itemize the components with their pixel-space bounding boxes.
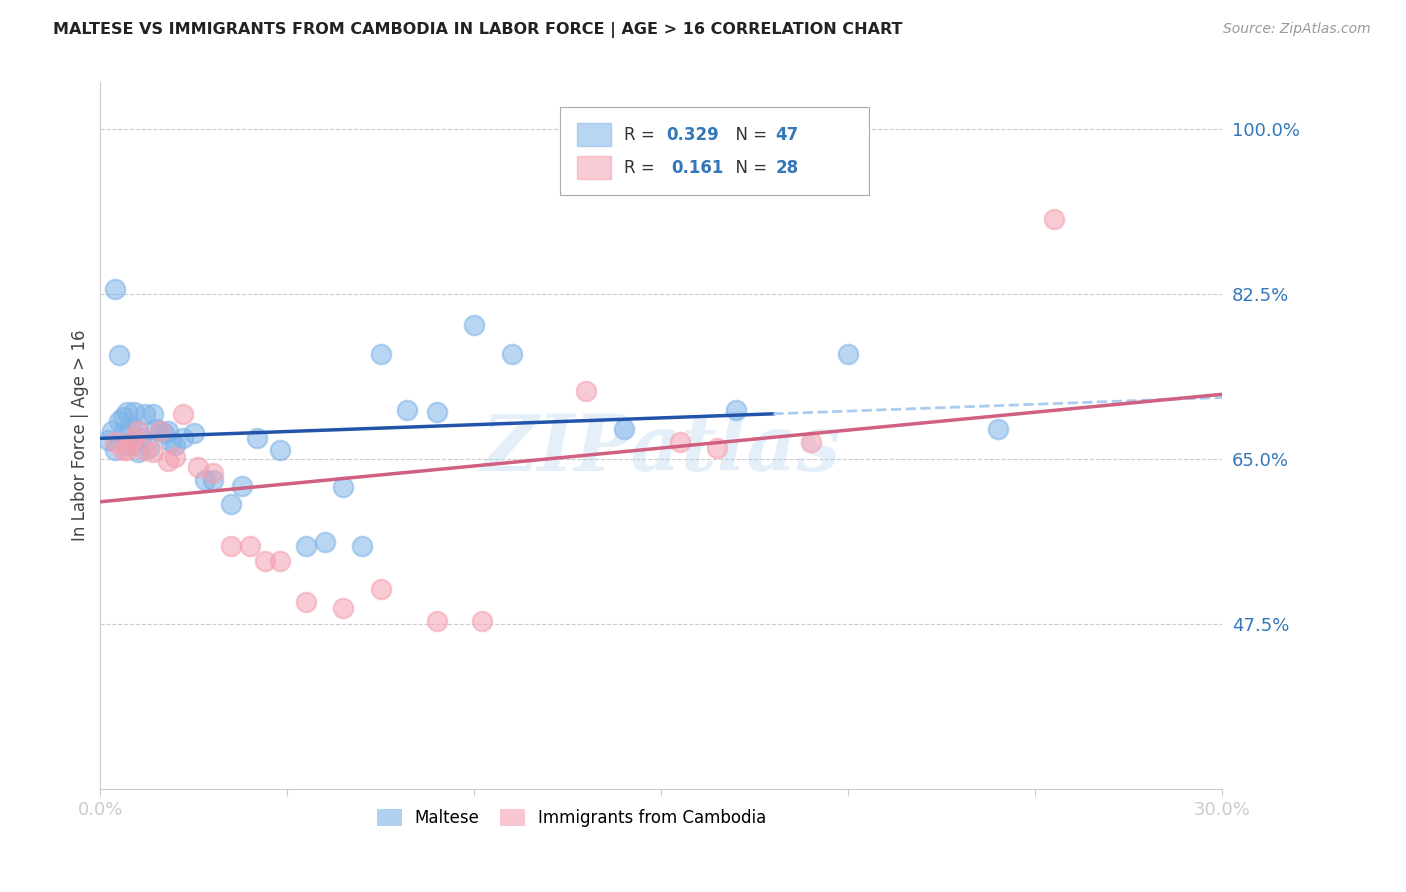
Point — [219, 539, 242, 553]
Point — [395, 403, 418, 417]
Text: ZIPatlas: ZIPatlas — [481, 411, 841, 488]
Bar — [576, 156, 610, 178]
Point — [575, 384, 598, 399]
Bar — [576, 123, 610, 145]
Point — [194, 473, 217, 487]
Point — [156, 454, 179, 468]
Point — [1042, 211, 1064, 226]
Point — [187, 459, 209, 474]
Point — [987, 422, 1010, 436]
Point — [253, 554, 276, 568]
Point — [501, 346, 523, 360]
Point — [131, 431, 153, 445]
Point — [111, 425, 134, 440]
Point — [142, 407, 165, 421]
Point — [122, 431, 145, 445]
Text: 0.329: 0.329 — [666, 126, 720, 144]
Point — [837, 346, 859, 360]
Text: 47: 47 — [776, 126, 799, 144]
Point — [111, 442, 134, 457]
Point — [463, 318, 485, 333]
Point — [115, 442, 138, 457]
Point — [122, 405, 145, 419]
Point — [426, 615, 449, 629]
Point — [269, 554, 291, 568]
Point — [104, 435, 127, 450]
Text: Source: ZipAtlas.com: Source: ZipAtlas.com — [1223, 22, 1371, 37]
Point — [149, 424, 172, 438]
Point — [350, 539, 373, 553]
Text: 28: 28 — [776, 159, 799, 178]
Point — [138, 441, 160, 455]
Text: MALTESE VS IMMIGRANTS FROM CAMBODIA IN LABOR FORCE | AGE > 16 CORRELATION CHART: MALTESE VS IMMIGRANTS FROM CAMBODIA IN L… — [53, 22, 903, 38]
Text: N =: N = — [725, 126, 772, 144]
Point — [370, 346, 392, 360]
Point — [142, 444, 165, 458]
Point — [246, 431, 269, 445]
Legend: Maltese, Immigrants from Cambodia: Maltese, Immigrants from Cambodia — [370, 803, 773, 834]
Point — [115, 438, 138, 452]
Point — [231, 478, 253, 492]
Point — [104, 282, 127, 296]
Point — [370, 582, 392, 597]
Point — [160, 435, 183, 450]
Point — [156, 424, 179, 438]
Point — [145, 422, 167, 436]
Point — [111, 409, 134, 424]
Point — [706, 441, 728, 455]
Point — [239, 539, 262, 553]
Point — [172, 407, 194, 421]
Point — [669, 435, 692, 450]
Point — [134, 442, 156, 457]
Y-axis label: In Labor Force | Age > 16: In Labor Force | Age > 16 — [72, 330, 89, 541]
Point — [332, 601, 354, 615]
Point — [172, 431, 194, 445]
Point — [108, 414, 131, 428]
Point — [120, 419, 142, 434]
Point — [471, 615, 494, 629]
Point — [104, 442, 127, 457]
Point — [332, 480, 354, 494]
Point — [120, 438, 142, 452]
Point — [201, 467, 224, 481]
Point — [149, 424, 172, 438]
Point — [165, 450, 187, 465]
Point — [134, 407, 156, 421]
Point — [724, 403, 747, 417]
Point — [97, 434, 120, 448]
Point — [426, 405, 449, 419]
Point — [269, 442, 291, 457]
Text: R =: R = — [624, 159, 665, 178]
Point — [127, 444, 149, 458]
Point — [115, 405, 138, 419]
Point — [201, 473, 224, 487]
FancyBboxPatch shape — [560, 107, 869, 195]
Point — [314, 535, 336, 549]
Point — [800, 435, 823, 450]
Point — [183, 425, 205, 440]
Point — [108, 348, 131, 362]
Point — [219, 497, 242, 511]
Text: R =: R = — [624, 126, 659, 144]
Point — [295, 539, 318, 553]
Text: N =: N = — [725, 159, 772, 178]
Text: 0.161: 0.161 — [671, 159, 724, 178]
Point — [295, 595, 318, 609]
Point — [122, 435, 145, 450]
Point — [120, 438, 142, 452]
Point — [165, 438, 187, 452]
Point — [153, 425, 176, 440]
Point — [613, 422, 636, 436]
Point — [127, 424, 149, 438]
Point — [100, 424, 122, 438]
Point — [127, 424, 149, 438]
